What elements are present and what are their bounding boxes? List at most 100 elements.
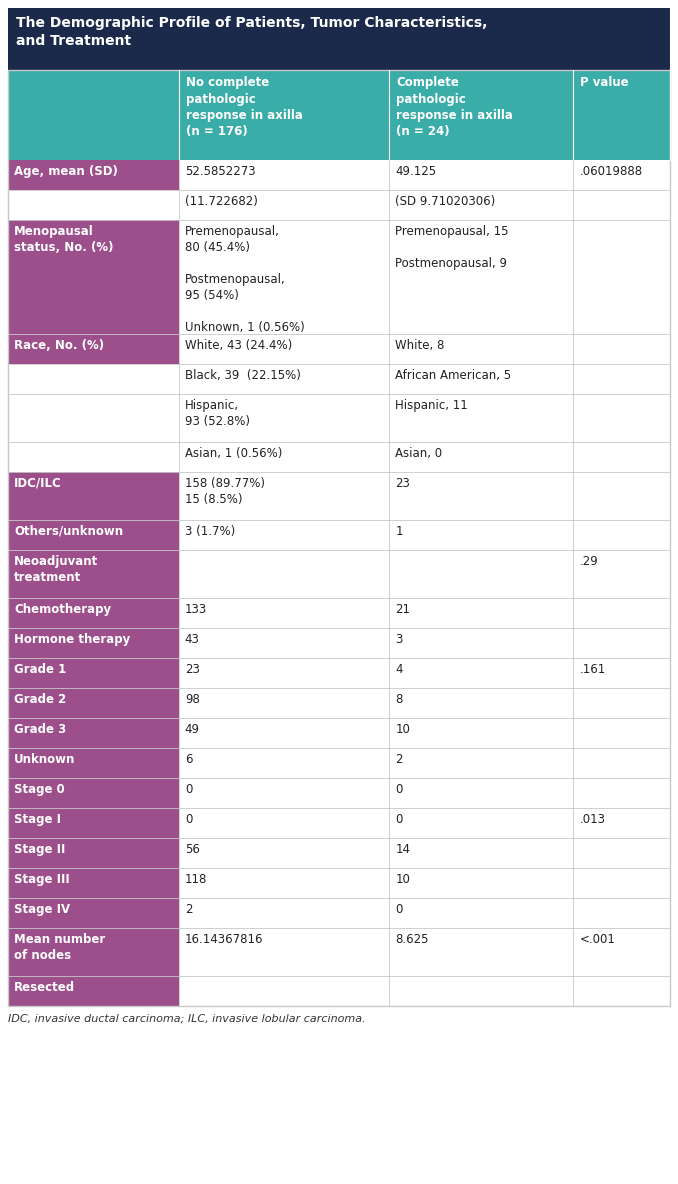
- Bar: [8, 220, 179, 334]
- Bar: [574, 658, 670, 688]
- Bar: [8, 472, 179, 520]
- Bar: [389, 472, 574, 520]
- Text: Black, 39  (22.15%): Black, 39 (22.15%): [185, 369, 300, 382]
- Text: Menopausal
status, No. (%): Menopausal status, No. (%): [14, 225, 113, 255]
- Text: 1: 1: [395, 525, 403, 538]
- Bar: [179, 688, 389, 718]
- Text: 0: 0: [395, 903, 403, 916]
- Bar: [574, 394, 670, 442]
- Bar: [179, 472, 389, 520]
- Bar: [179, 628, 389, 658]
- Text: (11.722682): (11.722682): [185, 195, 258, 208]
- Text: .013: .013: [579, 813, 605, 826]
- Bar: [574, 520, 670, 551]
- Text: 49: 49: [185, 723, 200, 736]
- Text: No complete
pathologic
response in axilla
(n = 176): No complete pathologic response in axill…: [186, 76, 302, 139]
- Bar: [8, 334, 179, 363]
- Bar: [389, 838, 574, 868]
- Text: 3: 3: [395, 633, 403, 646]
- Bar: [179, 838, 389, 868]
- Bar: [8, 598, 179, 628]
- Bar: [574, 472, 670, 520]
- Text: 52.5852273: 52.5852273: [185, 165, 256, 178]
- Text: 4: 4: [395, 663, 403, 676]
- Text: White, 43 (24.4%): White, 43 (24.4%): [185, 339, 292, 352]
- Bar: [574, 160, 670, 189]
- Bar: [8, 928, 179, 976]
- Bar: [179, 160, 389, 189]
- Text: 0: 0: [185, 813, 192, 826]
- Text: Stage III: Stage III: [14, 873, 70, 886]
- Bar: [179, 976, 389, 1006]
- Bar: [8, 363, 179, 394]
- Bar: [389, 598, 574, 628]
- Text: 14: 14: [395, 843, 410, 856]
- Text: White, 8: White, 8: [395, 339, 445, 352]
- Bar: [574, 838, 670, 868]
- Bar: [8, 520, 179, 551]
- Text: Hormone therapy: Hormone therapy: [14, 633, 130, 646]
- Bar: [8, 838, 179, 868]
- Bar: [389, 688, 574, 718]
- Text: 21: 21: [395, 603, 410, 616]
- Bar: [179, 394, 389, 442]
- Bar: [574, 778, 670, 807]
- Text: The Demographic Profile of Patients, Tumor Characteristics,
and Treatment: The Demographic Profile of Patients, Tum…: [16, 17, 487, 49]
- Bar: [574, 628, 670, 658]
- Text: Stage II: Stage II: [14, 843, 65, 856]
- Text: 6: 6: [185, 753, 193, 766]
- Bar: [8, 70, 670, 1006]
- Bar: [389, 807, 574, 838]
- Text: Mean number
of nodes: Mean number of nodes: [14, 933, 105, 961]
- Bar: [389, 394, 574, 442]
- Text: 133: 133: [185, 603, 207, 616]
- Text: Hispanic, 11: Hispanic, 11: [395, 399, 468, 412]
- Text: Unknown: Unknown: [14, 753, 75, 766]
- Text: Stage 0: Stage 0: [14, 783, 65, 796]
- Bar: [179, 520, 389, 551]
- Bar: [389, 363, 574, 394]
- Bar: [574, 598, 670, 628]
- Text: P value: P value: [580, 76, 629, 89]
- Text: 10: 10: [395, 723, 410, 736]
- Bar: [179, 928, 389, 976]
- Bar: [8, 868, 179, 897]
- Bar: [179, 189, 389, 220]
- Bar: [8, 160, 179, 189]
- Bar: [179, 598, 389, 628]
- Bar: [574, 976, 670, 1006]
- Text: <.001: <.001: [579, 933, 615, 946]
- Bar: [389, 778, 574, 807]
- Text: Resected: Resected: [14, 982, 75, 995]
- Bar: [389, 189, 574, 220]
- Text: Grade 1: Grade 1: [14, 663, 66, 676]
- Text: 23: 23: [395, 477, 410, 490]
- Bar: [8, 394, 179, 442]
- Text: Stage I: Stage I: [14, 813, 61, 826]
- Bar: [179, 658, 389, 688]
- Text: Complete
pathologic
response in axilla
(n = 24): Complete pathologic response in axilla (…: [397, 76, 513, 139]
- Bar: [389, 718, 574, 748]
- Text: 3 (1.7%): 3 (1.7%): [185, 525, 235, 538]
- Bar: [389, 897, 574, 928]
- Text: 43: 43: [185, 633, 199, 646]
- Bar: [8, 628, 179, 658]
- Bar: [574, 897, 670, 928]
- Bar: [8, 748, 179, 778]
- Text: Chemotherapy: Chemotherapy: [14, 603, 111, 616]
- Bar: [574, 868, 670, 897]
- Bar: [389, 748, 574, 778]
- Bar: [8, 442, 179, 472]
- Bar: [179, 334, 389, 363]
- Bar: [8, 976, 179, 1006]
- Bar: [179, 868, 389, 897]
- Bar: [179, 778, 389, 807]
- Text: (SD 9.71020306): (SD 9.71020306): [395, 195, 496, 208]
- Bar: [8, 778, 179, 807]
- Bar: [179, 220, 389, 334]
- Text: 0: 0: [185, 783, 192, 796]
- Text: Grade 2: Grade 2: [14, 693, 66, 706]
- Text: 16.14367816: 16.14367816: [185, 933, 263, 946]
- Text: Asian, 1 (0.56%): Asian, 1 (0.56%): [185, 448, 282, 461]
- Bar: [389, 520, 574, 551]
